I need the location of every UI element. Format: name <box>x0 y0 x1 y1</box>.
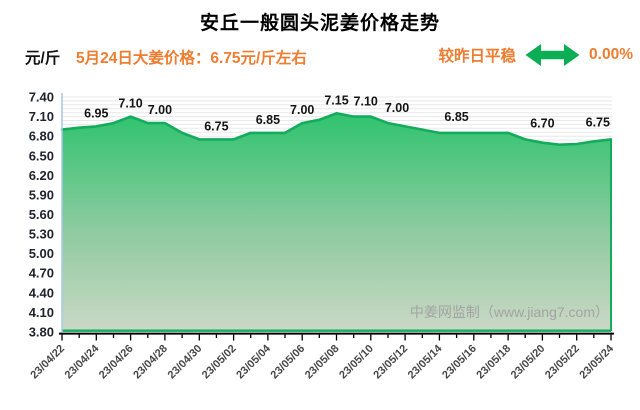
svg-text:6.85: 6.85 <box>256 113 280 127</box>
svg-text:7.40: 7.40 <box>29 90 54 105</box>
svg-text:23/04/24: 23/04/24 <box>63 342 102 381</box>
svg-text:3.80: 3.80 <box>29 325 54 340</box>
watermark-text: 中姜网监制（www.jiang7.com） <box>409 304 609 320</box>
svg-text:6.75: 6.75 <box>204 119 228 133</box>
svg-text:23/05/24: 23/05/24 <box>577 342 616 381</box>
price-area-fill <box>60 112 613 332</box>
svg-text:7.10: 7.10 <box>354 95 378 109</box>
svg-text:23/05/18: 23/05/18 <box>474 343 513 382</box>
svg-text:5.90: 5.90 <box>29 187 54 202</box>
svg-text:23/05/10: 23/05/10 <box>337 343 376 382</box>
trend-percent-value: 0.00% <box>589 46 633 63</box>
svg-text:4.10: 4.10 <box>29 305 54 320</box>
svg-text:7.15: 7.15 <box>324 93 348 107</box>
svg-text:6.95: 6.95 <box>84 106 108 120</box>
svg-text:23/04/22: 23/04/22 <box>28 343 67 382</box>
svg-text:4.70: 4.70 <box>29 266 54 281</box>
flat-double-arrow-shape <box>525 44 580 66</box>
svg-text:6.85: 6.85 <box>444 110 468 124</box>
svg-text:6.70: 6.70 <box>530 117 554 131</box>
svg-text:5.30: 5.30 <box>29 227 54 242</box>
svg-text:23/04/26: 23/04/26 <box>97 343 136 382</box>
svg-text:23/05/06: 23/05/06 <box>269 343 308 382</box>
svg-text:23/05/08: 23/05/08 <box>303 343 342 382</box>
svg-text:6.75: 6.75 <box>586 115 610 129</box>
trend-status-label: 较昨日平稳 <box>438 48 517 65</box>
svg-text:7.00: 7.00 <box>290 103 314 117</box>
svg-text:23/04/30: 23/04/30 <box>166 343 205 382</box>
flat-double-arrow-icon <box>525 44 580 66</box>
svg-text:7.00: 7.00 <box>148 103 172 117</box>
svg-text:5.60: 5.60 <box>29 207 54 222</box>
axes-and-ticks <box>59 93 614 341</box>
svg-text:23/05/14: 23/05/14 <box>406 342 445 381</box>
svg-text:23/05/20: 23/05/20 <box>509 343 548 382</box>
y-axis-unit-label: 元/斤 <box>25 50 61 67</box>
svg-text:6.80: 6.80 <box>29 129 54 144</box>
svg-text:7.10: 7.10 <box>29 109 54 124</box>
svg-text:23/05/04: 23/05/04 <box>234 342 273 381</box>
current-price-subtitle: 5月24日大姜价格：6.75元/斤左右 <box>76 50 307 67</box>
svg-text:23/05/16: 23/05/16 <box>440 343 479 382</box>
svg-text:23/05/22: 23/05/22 <box>543 343 582 382</box>
svg-text:6.50: 6.50 <box>29 148 54 163</box>
svg-text:23/05/12: 23/05/12 <box>371 343 410 382</box>
svg-text:7.00: 7.00 <box>385 101 409 115</box>
trend-indicator: 较昨日平稳 0.00% <box>439 44 633 66</box>
svg-text:4.40: 4.40 <box>29 285 54 300</box>
svg-text:7.10: 7.10 <box>118 97 142 111</box>
svg-text:5.00: 5.00 <box>29 246 54 261</box>
svg-text:6.20: 6.20 <box>29 168 54 183</box>
svg-text:23/05/02: 23/05/02 <box>200 343 239 382</box>
svg-text:23/04/28: 23/04/28 <box>131 343 170 382</box>
chart-title: 安丘一般圆头泥姜价格走势 <box>199 13 440 34</box>
